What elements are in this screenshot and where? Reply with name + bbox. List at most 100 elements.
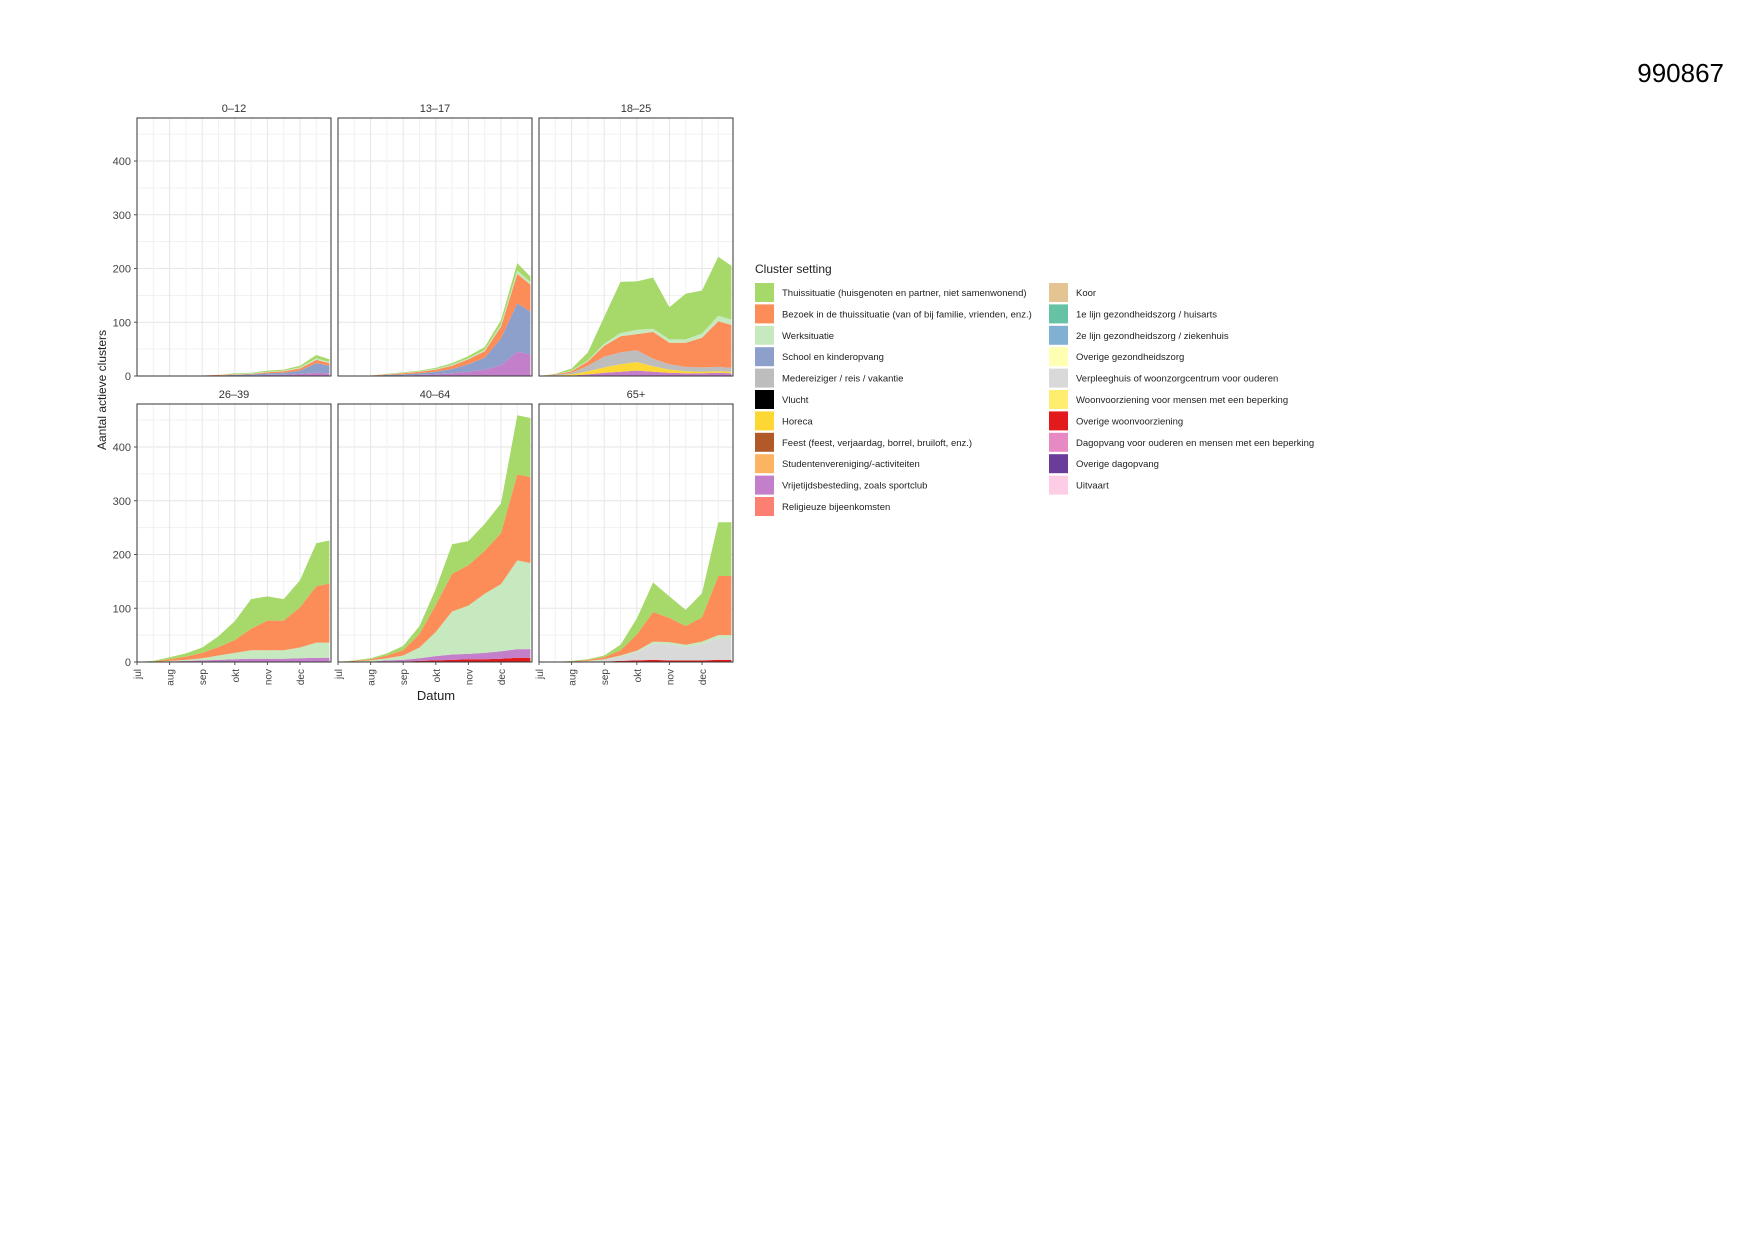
area-series xyxy=(338,560,531,662)
facet-label: 18–25 xyxy=(621,103,652,115)
y-axis-label: Aantal actieve clusters xyxy=(95,330,109,450)
legend-label: 1e lijn gezondheidszorg / huisarts xyxy=(1076,309,1217,320)
legend-swatch xyxy=(1049,325,1068,345)
legend-swatch xyxy=(1049,304,1068,324)
legend-swatch xyxy=(755,454,774,474)
legend-item: Studentenvereniging/-activiteiten xyxy=(755,454,920,474)
x-tick-label: jul xyxy=(535,669,546,680)
x-tick-label: okt xyxy=(633,669,644,683)
legend-label: School en kinderopvang xyxy=(782,352,884,363)
panel-border xyxy=(538,403,734,663)
legend-label: Overige woonvoorziening xyxy=(1076,416,1183,427)
legend-label: Koor xyxy=(1076,288,1096,299)
facet-label: 13–17 xyxy=(420,103,451,115)
legend-item: Horeca xyxy=(755,411,813,431)
x-tick-label: nov xyxy=(665,669,676,685)
document-id: 990867 xyxy=(1637,58,1724,88)
facet-label: 0–12 xyxy=(222,103,246,115)
legend-item: Koor xyxy=(1049,283,1096,302)
area-series xyxy=(338,474,531,662)
legend-item: Verpleeghuis of woonzorgcentrum voor oud… xyxy=(1049,368,1278,388)
panel-border xyxy=(136,403,332,663)
facet-panels: 0–12 0 100 200 300 400 13–17 18–25 26–39 0 100 200 3… xyxy=(113,103,734,686)
legend-swatch xyxy=(755,390,774,409)
legend-label: Dagopvang voor ouderen en mensen met een… xyxy=(1076,438,1314,449)
legend-item: Thuissituatie (huisgenoten en partner, n… xyxy=(755,283,1027,302)
legend-swatch xyxy=(755,325,774,345)
facet-label: 65+ xyxy=(627,389,646,401)
legend-label: Vrijetijdsbesteding, zoals sportclub xyxy=(782,481,927,492)
legend-item: Werksituatie xyxy=(755,325,834,345)
legend-item: Overige dagopvang xyxy=(1049,454,1159,474)
area-series xyxy=(539,659,732,662)
legend-item: Dagopvang voor ouderen en mensen met een… xyxy=(1049,432,1314,452)
legend-label: Vlucht xyxy=(782,395,809,406)
legend-item: Woonvoorziening voor mensen met een bepe… xyxy=(1049,390,1288,409)
x-tick-label: sep xyxy=(600,669,611,686)
x-tick-label: jul xyxy=(334,669,345,680)
y-tick-label: 300 xyxy=(113,496,131,508)
legend-label: Overige dagopvang xyxy=(1076,459,1159,470)
x-tick-label: sep xyxy=(198,669,209,686)
legend-swatch xyxy=(1049,368,1068,388)
area-series xyxy=(539,256,732,376)
legend-label: Horeca xyxy=(782,416,813,427)
area-series xyxy=(137,372,330,376)
x-tick-label: nov xyxy=(464,669,475,685)
legend-item: Vrijetijdsbesteding, zoals sportclub xyxy=(755,475,927,495)
legend-item: Overige woonvoorziening xyxy=(1049,411,1183,431)
area-series xyxy=(137,642,330,662)
x-tick-label: okt xyxy=(432,669,443,683)
legend-item: Bezoek in de thuissituatie (van of bij f… xyxy=(755,304,1032,324)
x-axis-label: Datum xyxy=(417,688,455,703)
x-tick-label: aug xyxy=(568,669,579,686)
panel-4: 26–39 0 100 200 300 400 jul aug sep okt nov dec xyxy=(113,389,332,686)
area-series xyxy=(539,350,732,376)
legend: Cluster setting Thuissituatie (huisgenote… xyxy=(755,262,1314,516)
y-tick-label: 300 xyxy=(113,210,131,222)
legend-label: 2e lijn gezondheidszorg / ziekenhuis xyxy=(1076,331,1229,342)
legend-swatch xyxy=(1049,347,1068,367)
area-series xyxy=(539,362,732,376)
area-series xyxy=(338,415,531,662)
x-tick-label: dec xyxy=(698,669,709,685)
legend-swatch xyxy=(1049,283,1068,302)
legend-swatch xyxy=(1049,475,1068,495)
legend-item: Uitvaart xyxy=(1049,475,1109,495)
legend-item: Vlucht xyxy=(755,390,809,409)
legend-item: Religieuze bijeenkomsten xyxy=(755,497,890,516)
area-series xyxy=(539,370,732,376)
y-tick-label: 400 xyxy=(113,156,131,168)
panel-border xyxy=(538,117,734,377)
x-tick-label: jul xyxy=(133,669,144,680)
legend-label: Medereiziger / reis / vakantie xyxy=(782,374,903,385)
panel-6: 65+ jul aug sep okt nov dec xyxy=(535,389,734,686)
legend-label: Werksituatie xyxy=(782,331,834,342)
area-series xyxy=(539,635,732,662)
panel-2: 13–17 xyxy=(337,103,533,377)
legend-swatch xyxy=(755,475,774,495)
legend-label: Verpleeghuis of woonzorgcentrum voor oud… xyxy=(1076,374,1278,385)
legend-swatch xyxy=(755,304,774,324)
panel-border xyxy=(136,117,332,377)
legend-swatch xyxy=(755,411,774,431)
legend-swatch xyxy=(1049,390,1068,409)
area-series xyxy=(338,649,531,662)
legend-label: Religieuze bijeenkomsten xyxy=(782,502,890,513)
legend-swatch xyxy=(755,347,774,367)
area-series xyxy=(137,355,330,376)
area-series xyxy=(539,522,732,662)
legend-swatch xyxy=(755,497,774,516)
legend-label: Feest (feest, verjaardag, borrel, bruilo… xyxy=(782,438,972,449)
y-tick-label: 0 xyxy=(125,371,131,383)
facet-label: 40–64 xyxy=(420,389,451,401)
x-tick-label: dec xyxy=(296,669,307,685)
area-series xyxy=(137,540,330,662)
y-tick-label: 100 xyxy=(113,603,131,615)
x-tick-label: okt xyxy=(231,669,242,683)
legend-title: Cluster setting xyxy=(755,262,832,276)
panel-3: 18–25 xyxy=(538,103,734,377)
y-tick-label: 0 xyxy=(125,657,131,669)
legend-label: Woonvoorziening voor mensen met een bepe… xyxy=(1076,395,1288,406)
x-tick-label: sep xyxy=(399,669,410,686)
